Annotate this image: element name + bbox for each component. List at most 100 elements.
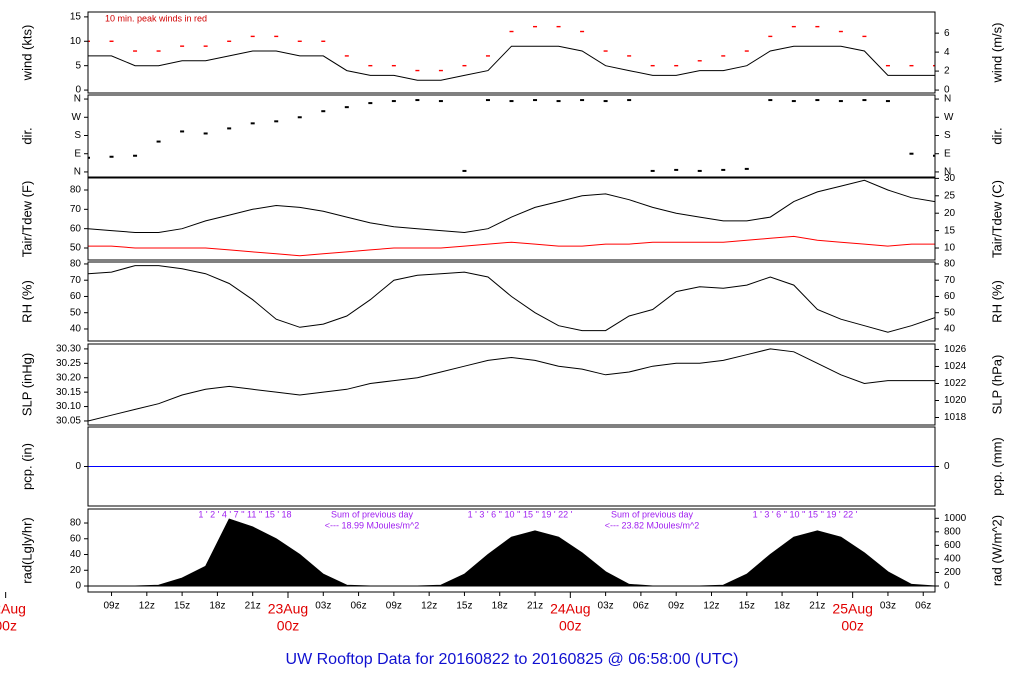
- point: [415, 99, 420, 102]
- y-tick-label: 60: [70, 223, 82, 234]
- y-tick-label: 40: [70, 324, 82, 335]
- annotation: Sum of previous day: [331, 509, 414, 519]
- y-axis-label: pcp. (in): [19, 443, 34, 490]
- line: [88, 265, 935, 333]
- point: [156, 140, 161, 143]
- panel-frame: [87, 11, 936, 94]
- y2-tick-label: 800: [944, 526, 961, 537]
- peak-wind: [885, 64, 890, 67]
- point: [203, 132, 208, 135]
- x-tick-label: 09z: [386, 601, 402, 612]
- peak-wind: [744, 50, 749, 52]
- annotation: 1 ' 2 ' 4 ' 7 '' 11 '' 15 ' 18: [198, 509, 291, 519]
- peak-wind: [815, 25, 820, 28]
- peak-wind: [438, 69, 443, 72]
- y2-tick-label: N: [944, 167, 951, 178]
- y2-tick-label: 25: [944, 190, 956, 201]
- y2-tick-label: 0: [944, 461, 950, 472]
- peak-wind: [109, 40, 114, 42]
- y2-tick-label: 600: [944, 540, 961, 551]
- y2-tick-label: 1022: [944, 378, 967, 389]
- annotation: 10 min. peak winds in red: [105, 13, 207, 23]
- y-tick-label: 70: [70, 204, 82, 215]
- peak-wind: [533, 25, 538, 28]
- chart-title: UW Rooftop Data for 20160822 to 20160825…: [286, 651, 739, 668]
- area: [88, 518, 935, 587]
- panel-frame: [87, 94, 936, 178]
- peak-wind: [627, 55, 632, 57]
- x-tick-label: 21z: [809, 601, 825, 612]
- point: [674, 168, 679, 171]
- peak-wind: [768, 35, 773, 38]
- panel: [88, 265, 935, 333]
- y2-axis-label: RH (%): [989, 280, 1004, 323]
- peak-wind: [580, 30, 585, 33]
- y-tick-label: S: [74, 130, 81, 141]
- y-tick-label: 5: [75, 60, 81, 71]
- point: [88, 156, 90, 159]
- y2-tick-label: 4: [944, 47, 950, 58]
- x-tick-label: 03z: [315, 601, 331, 612]
- point: [603, 100, 608, 103]
- y2-tick-label: S: [944, 130, 951, 141]
- point: [250, 122, 255, 125]
- y-tick-label: 30.20: [56, 372, 81, 383]
- y-tick-label: 50: [70, 307, 82, 318]
- y-axis-label: wind (kts): [19, 25, 34, 82]
- x-tick-label: 12z: [139, 601, 155, 612]
- point: [885, 100, 890, 103]
- annotation: 1 ' 3 ' 6 '' 10 '' 15 '' 19 ' 22 ': [753, 509, 858, 519]
- y-axis-label: rad(Lgly/hr): [19, 517, 34, 583]
- y2-tick-label: 1020: [944, 395, 967, 406]
- x-tick-label: 06z: [351, 601, 367, 612]
- day-label: 24Aug: [550, 601, 590, 617]
- x-tick-label: 15z: [456, 601, 472, 612]
- y-tick-label: 30.30: [56, 344, 81, 355]
- y-tick-label: 0: [75, 85, 81, 96]
- peak-wind: [250, 35, 255, 38]
- point: [862, 99, 867, 102]
- day-label: 23Aug: [268, 601, 308, 617]
- y-tick-label: 20: [70, 565, 82, 576]
- y-tick-label: 80: [70, 518, 82, 529]
- y2-tick-label: 15: [944, 225, 956, 236]
- y2-tick-label: 80: [944, 259, 956, 270]
- y2-axis-label: Tair/Tdew (C): [989, 180, 1004, 258]
- y-tick-label: 0: [75, 581, 81, 592]
- panel-frame: [87, 508, 936, 593]
- y2-axis-label: rad (W/m^2): [989, 515, 1004, 586]
- x-tick-label: 21z: [527, 601, 543, 612]
- point: [533, 99, 538, 102]
- peak-wind: [297, 40, 302, 42]
- y-tick-label: E: [74, 148, 81, 159]
- y-tick-label: 30.05: [56, 416, 81, 427]
- y2-axis-label: dir.: [989, 127, 1004, 144]
- y2-tick-label: 1024: [944, 361, 967, 372]
- peak-wind: [838, 30, 843, 33]
- point: [838, 100, 843, 103]
- x-tick-label: 18z: [209, 601, 225, 612]
- point: [180, 130, 185, 133]
- y2-tick-label: 10: [944, 243, 956, 254]
- peak-wind: [509, 30, 514, 33]
- peak-wind: [415, 69, 420, 72]
- peak-wind: [697, 60, 702, 62]
- line: [88, 179, 935, 234]
- x-tick-label: 18z: [492, 601, 508, 612]
- y2-tick-label: 6: [944, 28, 950, 39]
- x-tick-label: 12z: [703, 601, 719, 612]
- y2-tick-label: 70: [944, 275, 956, 286]
- x-tick-label: 06z: [915, 601, 931, 612]
- y-tick-label: 50: [70, 243, 82, 254]
- peak-wind: [791, 25, 796, 28]
- peak-wind: [933, 64, 935, 67]
- annotation: 1 ' 3 ' 6 '' 10 '' 15 '' 19 ' 22 ': [468, 509, 573, 519]
- peak-wind: [556, 25, 561, 28]
- y-tick-label: N: [74, 167, 81, 178]
- peak-wind: [368, 64, 373, 67]
- peak-wind: [227, 40, 232, 42]
- panel: [88, 348, 935, 422]
- y-tick-label: 30.25: [56, 358, 81, 369]
- x-tick-label: 21z: [245, 601, 261, 612]
